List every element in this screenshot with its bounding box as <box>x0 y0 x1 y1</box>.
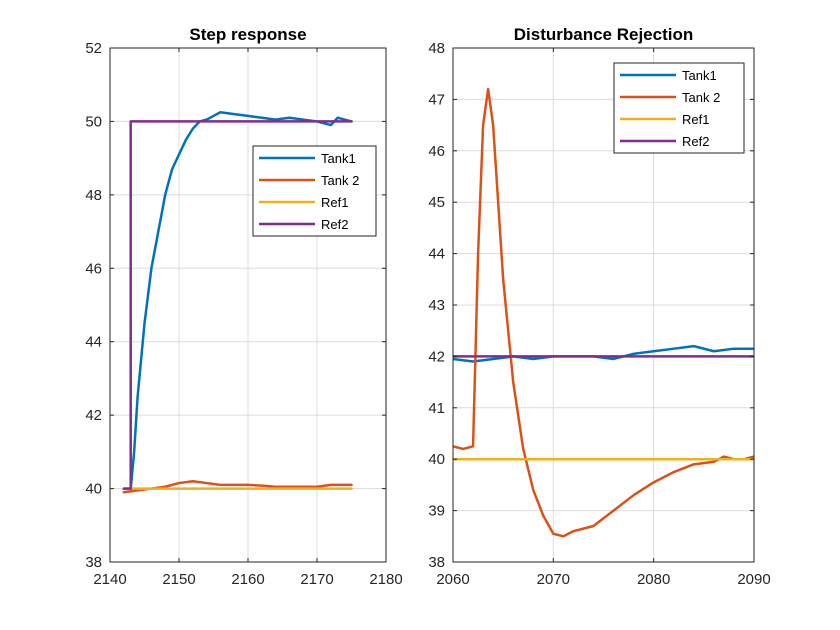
y-tick-label: 48 <box>428 40 445 57</box>
y-tick-label: 41 <box>428 400 445 417</box>
legend-box <box>252 145 377 237</box>
legend-label: Tank 2 <box>682 90 720 105</box>
legend-label: Ref1 <box>682 112 709 127</box>
y-tick-label: 42 <box>85 407 102 424</box>
y-tick-label: 46 <box>428 143 445 160</box>
subplot-step-response: 2140 2150 2160 2170 2180 38 40 42 44 46 48 50 52 Step… <box>85 25 402 588</box>
chart-title: Disturbance Rejection <box>514 25 694 44</box>
legend-label: Ref1 <box>321 195 348 210</box>
y-tick-label: 39 <box>428 503 445 520</box>
x-tick-label: 2160 <box>231 571 264 588</box>
series-line-ref2 <box>122 120 353 490</box>
chart-title: Step response <box>189 25 306 44</box>
legend-label: Tank1 <box>682 68 717 83</box>
x-tick-label: 2150 <box>162 571 195 588</box>
y-tick-label: 47 <box>428 91 445 108</box>
x-tick-label: 2080 <box>637 571 670 588</box>
y-tick-label: 50 <box>85 113 102 130</box>
y-tick-label: 45 <box>428 194 445 211</box>
y-tick-label: 44 <box>428 246 445 263</box>
x-tick-label: 2170 <box>300 571 333 588</box>
y-tick-label: 44 <box>85 334 102 351</box>
legend-label: Ref2 <box>682 134 709 149</box>
legend: Tank1 Tank 2 Ref1 Ref2 <box>252 145 377 237</box>
x-tick-label: 2060 <box>436 571 469 588</box>
legend-box <box>613 62 745 154</box>
legend-label: Tank 2 <box>321 173 359 188</box>
y-tick-label: 40 <box>428 451 445 468</box>
x-tick-label: 2090 <box>737 571 770 588</box>
legend-label: Ref2 <box>321 217 348 232</box>
legend: Tank1 Tank 2 Ref1 Ref2 <box>613 62 745 154</box>
subplot-disturbance-rejection: 2060 2070 2080 2090 38 39 40 41 42 43 44 45 46 47 48 Di… <box>428 25 770 588</box>
legend-label: Tank1 <box>321 151 356 166</box>
y-tick-label: 40 <box>85 481 102 498</box>
x-tick-label: 2140 <box>93 571 126 588</box>
series-group <box>122 111 353 494</box>
series-line-tank-2 <box>453 87 754 538</box>
series-group <box>453 87 754 538</box>
y-tick-label: 42 <box>428 348 445 365</box>
y-tick-label: 38 <box>85 554 102 571</box>
x-tick-label: 2180 <box>369 571 402 588</box>
y-tick-label: 46 <box>85 260 102 277</box>
series-line-tank1 <box>453 344 754 363</box>
y-tick-label: 52 <box>85 40 102 57</box>
x-tick-label: 2070 <box>537 571 570 588</box>
y-tick-label: 43 <box>428 297 445 314</box>
y-tick-label: 48 <box>85 187 102 204</box>
y-tick-label: 38 <box>428 554 445 571</box>
